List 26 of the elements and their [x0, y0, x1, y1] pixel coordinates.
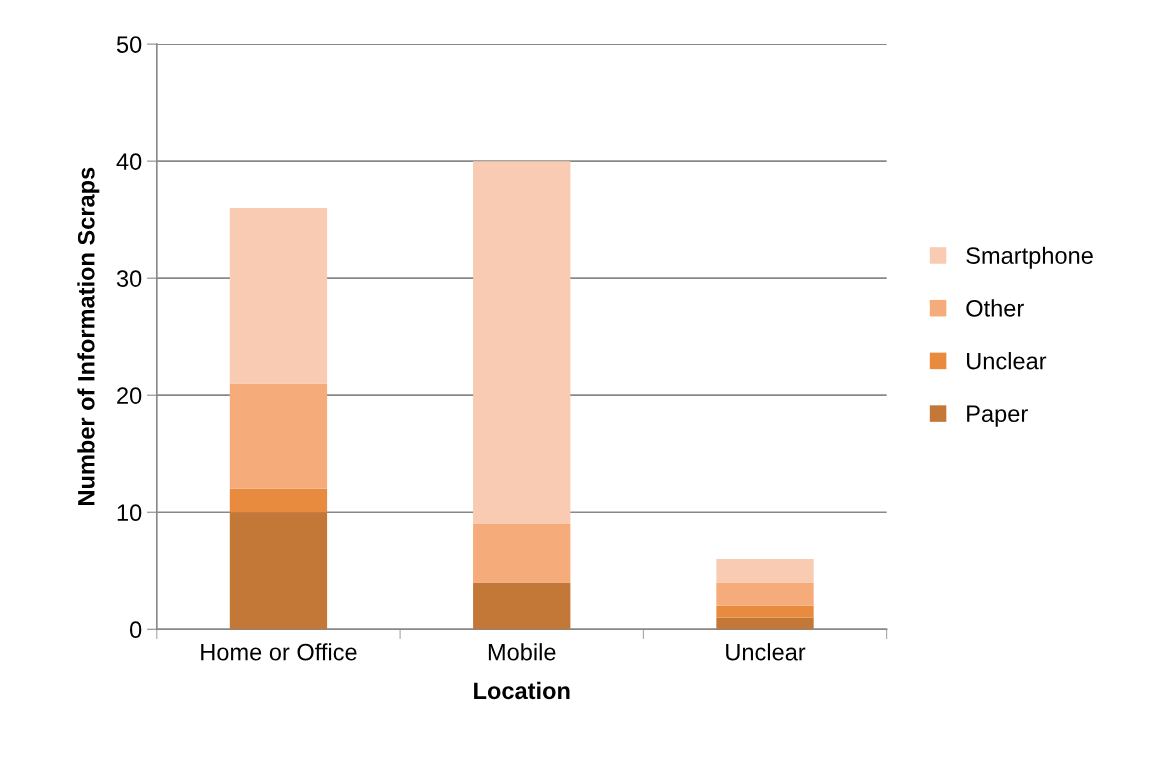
legend-label: Paper [967, 405, 1028, 427]
x-axis-title: Location [474, 681, 570, 700]
bar [473, 523, 571, 583]
y-axis-title: Number of Information Scraps [77, 167, 100, 505]
bar [716, 582, 814, 606]
bar [229, 383, 328, 489]
y-tick-label: 50 [116, 36, 142, 53]
bar [229, 488, 328, 513]
bar [716, 617, 814, 630]
y-tick-label: 10 [117, 504, 142, 522]
bar [473, 582, 571, 630]
legend-label: Other [966, 299, 1024, 317]
bar [473, 161, 571, 524]
x-tick-label: Home or Office [201, 643, 357, 661]
legend-label: Unclear [967, 352, 1047, 370]
y-tick-label: 0 [130, 621, 142, 639]
legend-label: Smartphone [966, 246, 1093, 269]
bar [229, 512, 328, 630]
y-tick-label: 30 [116, 270, 142, 287]
x-tick-label: Mobile [488, 643, 556, 661]
bar [716, 605, 814, 618]
y-tick-label: 40 [116, 153, 142, 170]
bar [716, 559, 814, 583]
y-tick-label: 20 [117, 387, 142, 404]
bar [229, 207, 328, 384]
x-tick-label: Unclear [726, 643, 806, 661]
